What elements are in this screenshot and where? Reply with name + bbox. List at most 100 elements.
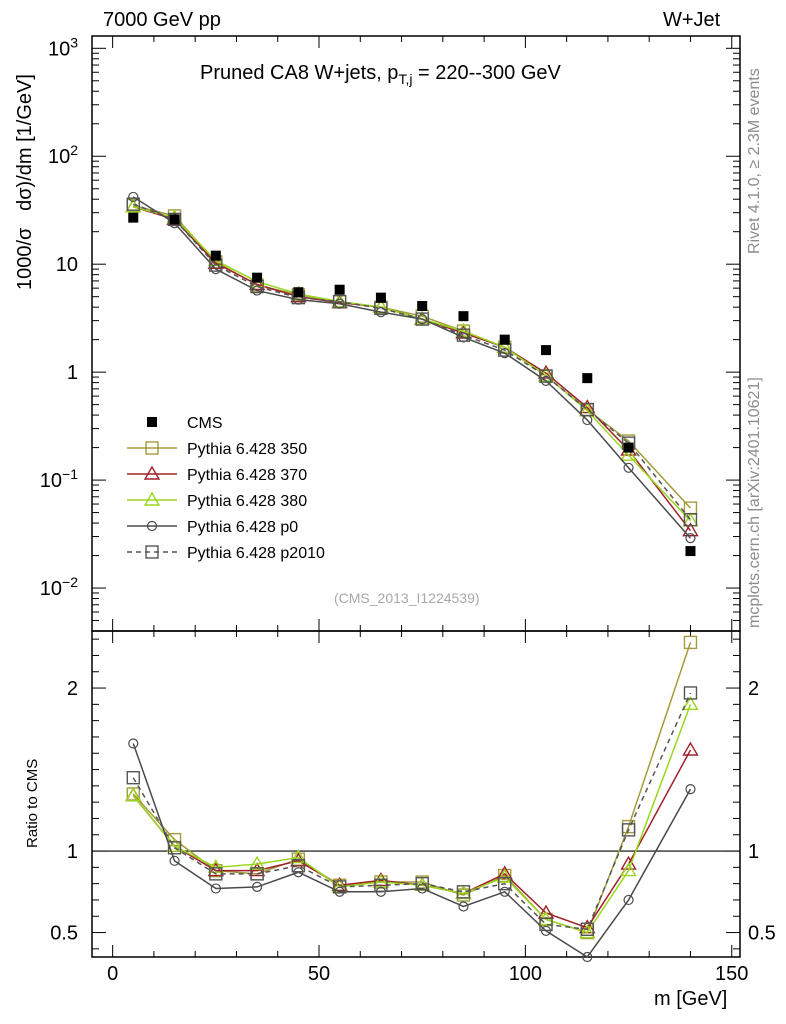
series-line	[133, 203, 692, 521]
title-subscript: T,j	[398, 71, 413, 87]
data-point	[252, 272, 263, 283]
series-ratio-point	[579, 924, 596, 939]
series-point	[623, 462, 634, 473]
series-ratio-point	[496, 865, 513, 880]
legend-item: Pythia 6.428 350	[127, 441, 307, 458]
series-ratio-point	[169, 855, 180, 866]
series-point	[375, 306, 387, 318]
legend-marker	[146, 520, 158, 532]
ratio-frame	[91, 630, 741, 958]
series-point	[417, 314, 428, 325]
x-axis-label: m [GeV]	[654, 988, 728, 1010]
y-axis-label: 1000/σ dσ)/dm [1/GeV]	[14, 74, 37, 290]
ratio-tick-label-left: 1	[67, 841, 78, 863]
series-point	[685, 533, 696, 544]
legend-item: CMS	[147, 415, 223, 432]
ratio-axis-label: Ratio to CMS	[24, 758, 41, 848]
series-point	[620, 446, 637, 461]
series-ratio-point	[580, 922, 594, 936]
series-1	[125, 198, 699, 934]
series-point	[210, 264, 221, 275]
series-ratio-point	[207, 862, 225, 877]
series-ratio-line	[132, 743, 692, 959]
legend-item: Pythia 6.428 380	[127, 491, 307, 510]
process-label: W+Jet	[663, 9, 721, 31]
legend-marker	[143, 465, 161, 480]
series-ratio-point	[210, 883, 221, 894]
legend-item: Pythia 6.428 p0	[127, 519, 298, 536]
series-ratio-point	[498, 876, 512, 891]
series-line	[132, 196, 692, 539]
series-point	[539, 369, 553, 383]
series-ratio-line	[132, 692, 692, 931]
x-tick-label: 50	[308, 963, 330, 985]
series-ratio-point	[458, 901, 469, 912]
series-ratio-point	[250, 867, 264, 881]
data-point	[458, 311, 469, 322]
data-point	[541, 345, 552, 356]
series-point	[128, 191, 139, 203]
series-ratio-point	[620, 862, 637, 877]
series-point	[456, 328, 471, 342]
series-point	[455, 322, 472, 337]
series-ratio-point	[128, 738, 139, 749]
series-ratio-point	[499, 886, 510, 897]
mcplots-label: mcplots.cern.ch [arXiv:2401.10621]	[746, 377, 763, 628]
series-ratio-point	[209, 867, 223, 881]
series-point	[167, 212, 182, 227]
series-ratio-point	[251, 881, 263, 893]
ratio-tick-label-left: 0.5	[50, 923, 78, 945]
data-point	[582, 373, 593, 384]
series-ratio-point	[248, 855, 266, 870]
data-point	[210, 250, 221, 261]
legend-label: Pythia 6.428 p2010	[187, 545, 325, 562]
series-ratio-point	[166, 837, 183, 852]
series-ratio-point	[621, 823, 636, 837]
y-tick-label: 10−2	[40, 574, 78, 600]
series-ratio-line	[132, 704, 692, 934]
legend-label: Pythia 6.428 350	[187, 441, 307, 458]
ratio-tick-label-left: 2	[67, 678, 78, 700]
data-point	[685, 546, 696, 557]
y-tick-label: 10−1	[40, 466, 78, 492]
series-ratio-point	[126, 771, 140, 785]
legend-marker	[145, 441, 159, 455]
series-point	[540, 375, 552, 386]
y-tick-label: 10	[56, 254, 78, 276]
series-3	[128, 191, 696, 963]
legend-marker	[143, 491, 161, 506]
data-point	[293, 287, 304, 298]
series-point	[496, 338, 513, 353]
series-ratio-point	[683, 686, 698, 700]
series-ratio-point	[207, 858, 225, 874]
series-ratio-point	[539, 917, 553, 932]
series-ratio-point	[623, 894, 634, 906]
series-ratio-point	[682, 695, 699, 711]
series-0	[126, 198, 698, 940]
series-ratio-point	[685, 784, 696, 795]
ratio-tick-label-right: 1	[748, 841, 759, 863]
energy-label: 7000 GeV pp	[103, 9, 221, 31]
series-point	[682, 522, 699, 537]
legend-label: Pythia 6.428 380	[187, 493, 307, 510]
y-axis-label-dsigma: dσ)/dm [1/GeV]	[14, 74, 36, 211]
series-ratio-line	[132, 749, 692, 929]
ratio-tick-label-right: 0.5	[748, 923, 776, 945]
data-point	[128, 212, 139, 223]
y-tick-label: 102	[48, 142, 78, 168]
series-ratio-point	[332, 880, 347, 894]
series-ratio-point	[683, 635, 698, 650]
data-series	[128, 212, 696, 557]
data-point	[417, 300, 428, 311]
data-point	[499, 334, 510, 345]
main-frame	[91, 35, 741, 632]
series-point	[580, 402, 594, 417]
y-axis-label-norm: 1000/σ	[14, 227, 36, 290]
series-ratio-point	[496, 868, 513, 883]
analysis-id: (CMS_2013_I1224539)	[334, 590, 480, 606]
legend-marker	[147, 417, 157, 427]
series-ratio-point	[582, 951, 593, 963]
legend-label: CMS	[187, 415, 223, 432]
ratio-tick-label-right: 2	[748, 678, 759, 700]
